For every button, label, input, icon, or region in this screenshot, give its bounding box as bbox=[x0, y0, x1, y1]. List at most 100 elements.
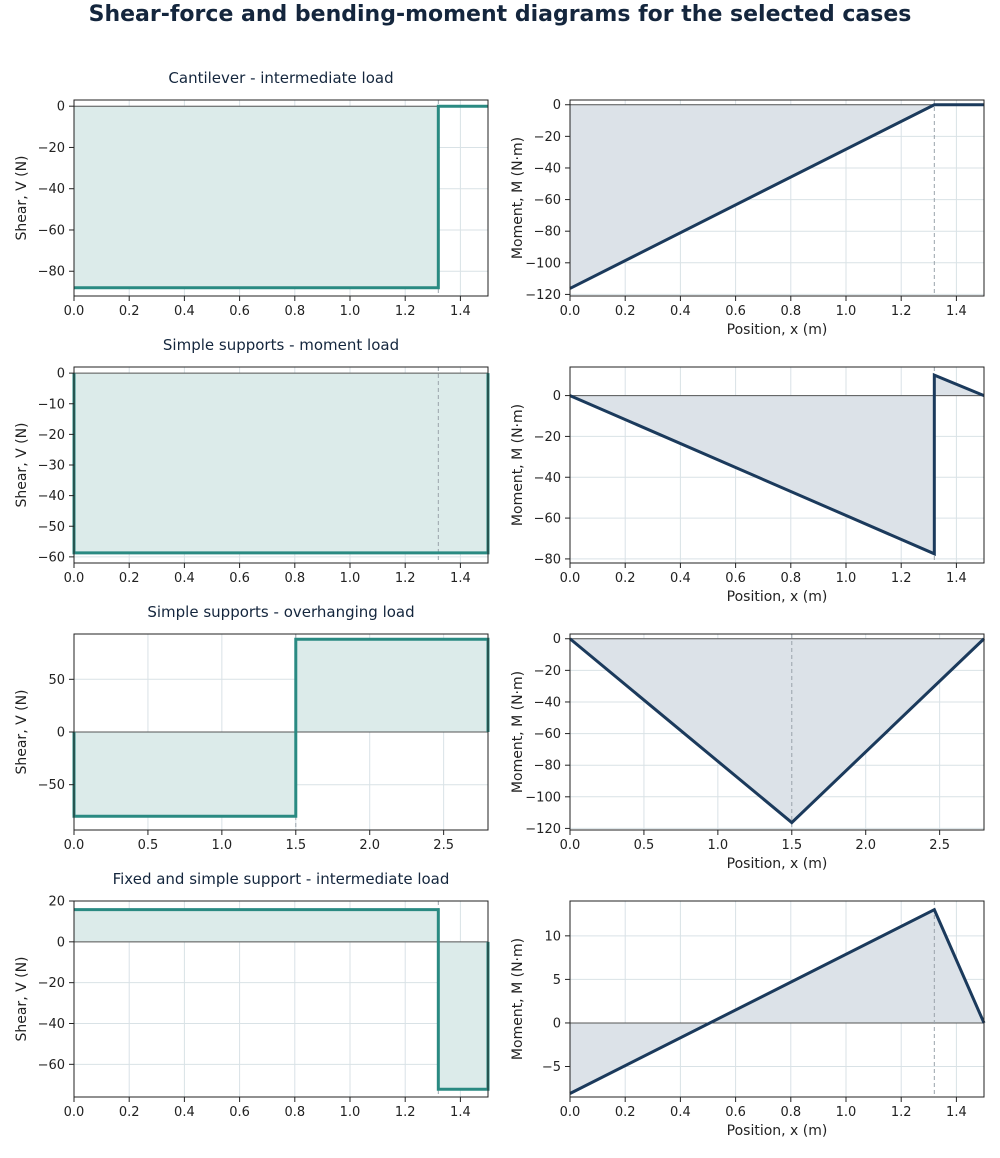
x-tick-label: 2.0 bbox=[359, 838, 380, 853]
moment-line bbox=[569, 103, 984, 290]
x-tick-label: 1.2 bbox=[891, 1105, 912, 1120]
x-tick-label: 1.0 bbox=[340, 304, 361, 319]
y-tick-label: 0 bbox=[57, 100, 65, 115]
y-tick-label: −100 bbox=[525, 790, 561, 805]
chart-overhang-moment: 0.0 0.5 1.0 1.5 2.0 2.5 0 −20 −40 −60 −80 −100 −120 M… bbox=[510, 632, 986, 872]
y-axis-label: Shear, V (N) bbox=[14, 422, 30, 507]
x-tick-label: 1.4 bbox=[946, 571, 967, 586]
y-tick-label: −50 bbox=[38, 520, 65, 535]
x-tick-label: 2.5 bbox=[929, 838, 950, 853]
moment-line bbox=[569, 637, 986, 825]
x-tick-label: 0.4 bbox=[670, 571, 691, 586]
y-tick-label: −40 bbox=[534, 695, 561, 710]
y-tick-label: −40 bbox=[38, 1017, 65, 1032]
x-tick-label: 0.4 bbox=[670, 304, 691, 319]
x-tick-label: 0.0 bbox=[560, 1105, 581, 1120]
x-tick-label: 1.5 bbox=[285, 838, 306, 853]
y-tick-label: −20 bbox=[38, 976, 65, 991]
y-axis-label: Shear, V (N) bbox=[14, 956, 30, 1041]
x-tick-label: 2.5 bbox=[433, 838, 454, 853]
y-tick-label: −60 bbox=[534, 512, 561, 527]
y-tick-label: −5 bbox=[542, 1060, 561, 1075]
x-tick-label: 1.2 bbox=[395, 1105, 416, 1120]
x-tick-label: 0.0 bbox=[64, 1105, 85, 1120]
y-tick-label: 5 bbox=[553, 973, 561, 988]
y-tick-label: 0 bbox=[553, 1016, 561, 1031]
x-tick-label: 0.8 bbox=[780, 571, 801, 586]
x-axis-label: Position, x (m) bbox=[727, 1123, 828, 1139]
x-axis-label: Position, x (m) bbox=[727, 322, 828, 338]
y-tick-label: 20 bbox=[48, 895, 65, 910]
y-axis-label: Moment, M (N·m) bbox=[510, 137, 526, 259]
x-tick-label: 1.2 bbox=[891, 304, 912, 319]
x-tick-label: 0.5 bbox=[634, 838, 655, 853]
x-tick-label: 0.2 bbox=[119, 1105, 140, 1120]
x-tick-label: 0.4 bbox=[174, 1105, 195, 1120]
x-tick-label: 0.0 bbox=[560, 838, 581, 853]
x-tick-label: 1.5 bbox=[781, 838, 802, 853]
y-tick-label: −10 bbox=[38, 397, 65, 412]
chart-title: Cantilever - intermediate load bbox=[168, 69, 393, 87]
x-tick-label: 0.6 bbox=[229, 571, 250, 586]
x-tick-label: 0.6 bbox=[725, 1105, 746, 1120]
x-tick-label: 0.0 bbox=[560, 571, 581, 586]
y-tick-label: −30 bbox=[38, 459, 65, 474]
y-tick-label: 10 bbox=[544, 929, 561, 944]
chart-moment-load-shear: 0.0 0.2 0.4 0.6 0.8 1.0 1.2 1.4 0 −10 −20 −30 −40 −50… bbox=[14, 336, 490, 586]
y-tick-label: −100 bbox=[525, 256, 561, 271]
axes-frame bbox=[73, 99, 489, 297]
y-axis-label: Moment, M (N·m) bbox=[510, 404, 526, 526]
y-tick-label: −60 bbox=[534, 727, 561, 742]
chart-fixed-simple-shear: 0.0 0.2 0.4 0.6 0.8 1.0 1.2 1.4 20 0 −20 −40 −60 Shea… bbox=[14, 870, 490, 1120]
x-tick-label: 0.4 bbox=[174, 571, 195, 586]
x-tick-label: 0.6 bbox=[229, 1105, 250, 1120]
x-tick-label: 1.0 bbox=[836, 304, 857, 319]
x-tick-label: 0.2 bbox=[615, 304, 636, 319]
x-tick-label: 1.2 bbox=[395, 571, 416, 586]
y-tick-label: 50 bbox=[48, 673, 65, 688]
y-tick-label: −60 bbox=[38, 223, 65, 238]
area-fill bbox=[74, 909, 488, 1090]
x-tick-label: 0.8 bbox=[284, 1105, 305, 1120]
x-tick-label: 0.0 bbox=[64, 571, 85, 586]
axes-frame bbox=[569, 366, 985, 564]
y-tick-label: −20 bbox=[38, 428, 65, 443]
moment-line bbox=[569, 372, 985, 557]
x-tick-label: 0.2 bbox=[615, 571, 636, 586]
y-tick-label: −60 bbox=[38, 1058, 65, 1073]
y-tick-label: −60 bbox=[534, 193, 561, 208]
x-tick-label: 1.2 bbox=[891, 571, 912, 586]
y-tick-label: −20 bbox=[534, 430, 561, 445]
area-fill bbox=[570, 104, 984, 289]
y-tick-label: −80 bbox=[534, 759, 561, 774]
x-tick-label: 1.0 bbox=[340, 1105, 361, 1120]
y-tick-label: −40 bbox=[534, 471, 561, 486]
x-tick-label: 0.5 bbox=[138, 838, 159, 853]
area-fill bbox=[74, 373, 488, 553]
x-tick-label: 2.0 bbox=[855, 838, 876, 853]
x-tick-label: 0.6 bbox=[725, 304, 746, 319]
x-axis-label: Position, x (m) bbox=[727, 589, 828, 605]
x-tick-label: 0.2 bbox=[119, 304, 140, 319]
figure-title: Shear-force and bending-moment diagrams … bbox=[88, 2, 912, 27]
y-tick-label: −40 bbox=[38, 182, 65, 197]
axes-frame bbox=[73, 900, 489, 1098]
y-tick-label: 0 bbox=[553, 98, 561, 113]
x-tick-label: 0.4 bbox=[670, 1105, 691, 1120]
y-tick-label: 0 bbox=[57, 367, 65, 382]
y-axis-label: Moment, M (N·m) bbox=[510, 671, 526, 793]
y-tick-label: 0 bbox=[553, 632, 561, 647]
x-tick-label: 1.0 bbox=[836, 571, 857, 586]
shear-line bbox=[74, 104, 488, 290]
y-tick-label: −20 bbox=[534, 130, 561, 145]
y-tick-label: 0 bbox=[57, 726, 65, 741]
y-tick-label: −80 bbox=[534, 552, 561, 567]
y-axis-label: Moment, M (N·m) bbox=[510, 938, 526, 1060]
x-tick-label: 1.4 bbox=[450, 571, 471, 586]
x-tick-label: 0.8 bbox=[284, 571, 305, 586]
x-tick-label: 0.2 bbox=[119, 571, 140, 586]
area-fill bbox=[570, 638, 984, 823]
y-tick-label: −40 bbox=[38, 489, 65, 504]
x-tick-label: 0.6 bbox=[229, 304, 250, 319]
